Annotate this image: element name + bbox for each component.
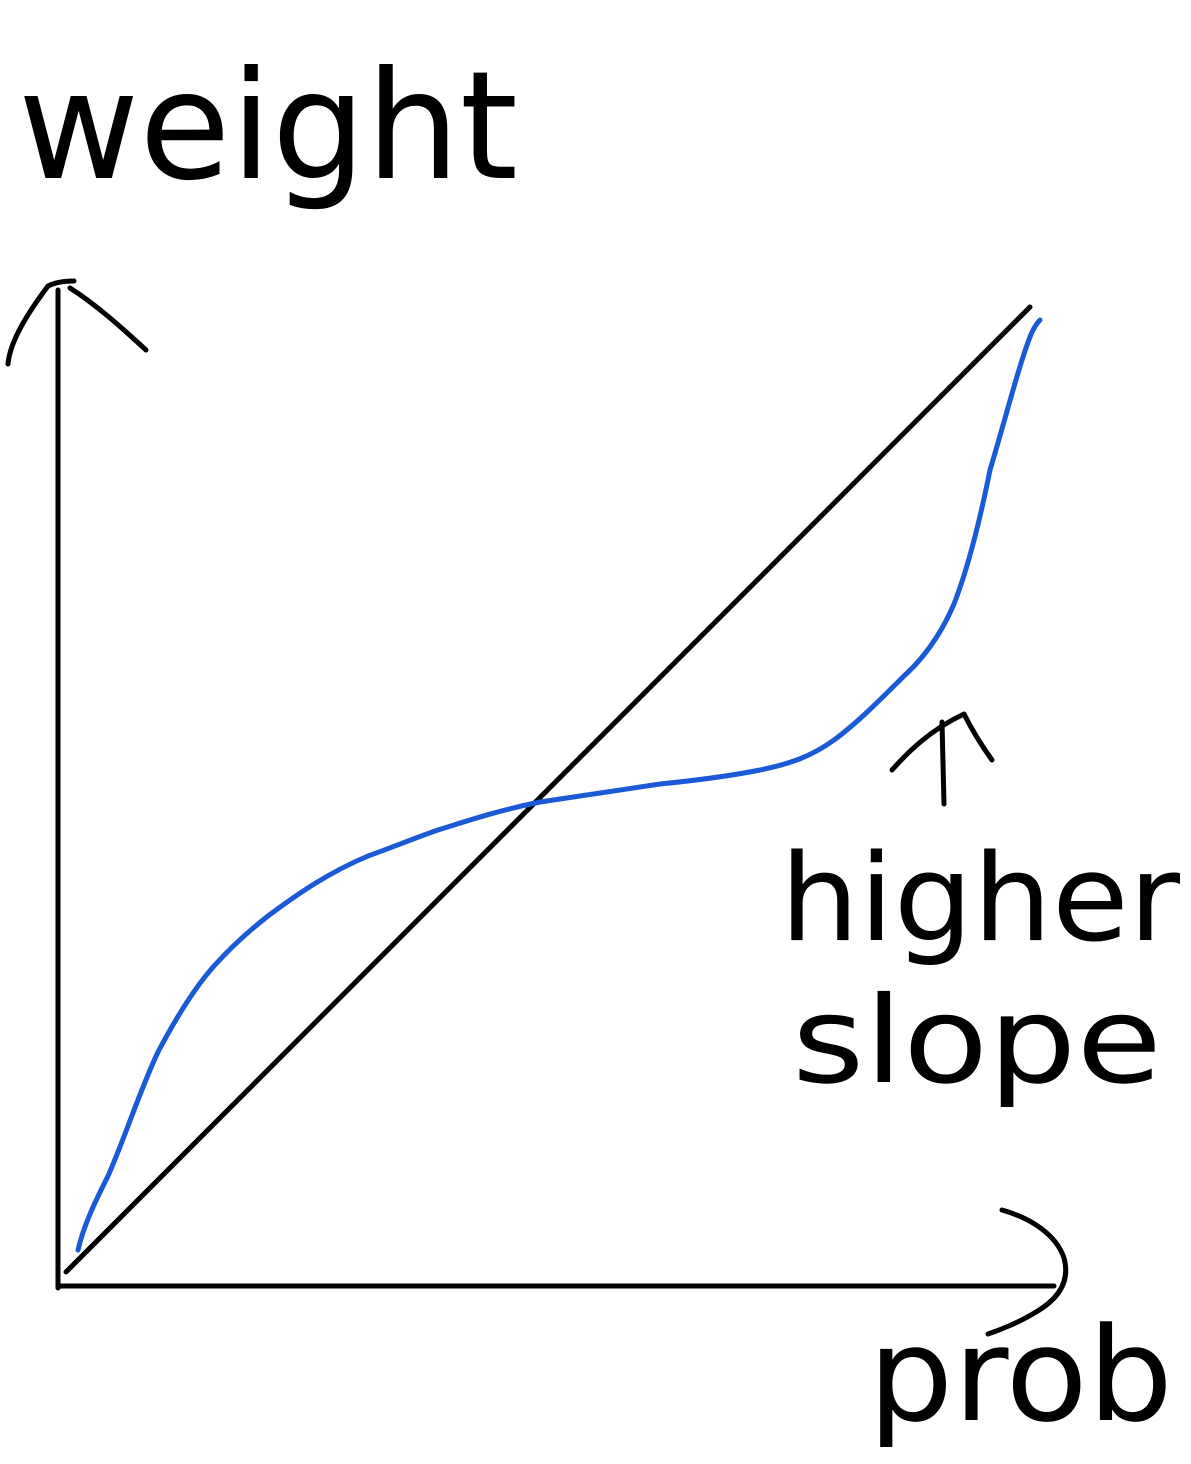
annotation-arrow-shaft bbox=[939, 719, 947, 807]
annotation-label-higher: higher bbox=[780, 830, 1181, 969]
y-axis-arrowhead bbox=[5, 278, 149, 367]
x-axis-arrowhead bbox=[985, 1207, 1069, 1337]
x-axis-title: prob bbox=[868, 1299, 1173, 1451]
annotation-label-slope: slope bbox=[792, 972, 1162, 1111]
diagonal-reference-line bbox=[63, 304, 1033, 1275]
y-axis-title: weight bbox=[18, 40, 518, 214]
annotation-arrowhead bbox=[889, 711, 995, 773]
weighting-curve bbox=[75, 317, 1043, 1253]
